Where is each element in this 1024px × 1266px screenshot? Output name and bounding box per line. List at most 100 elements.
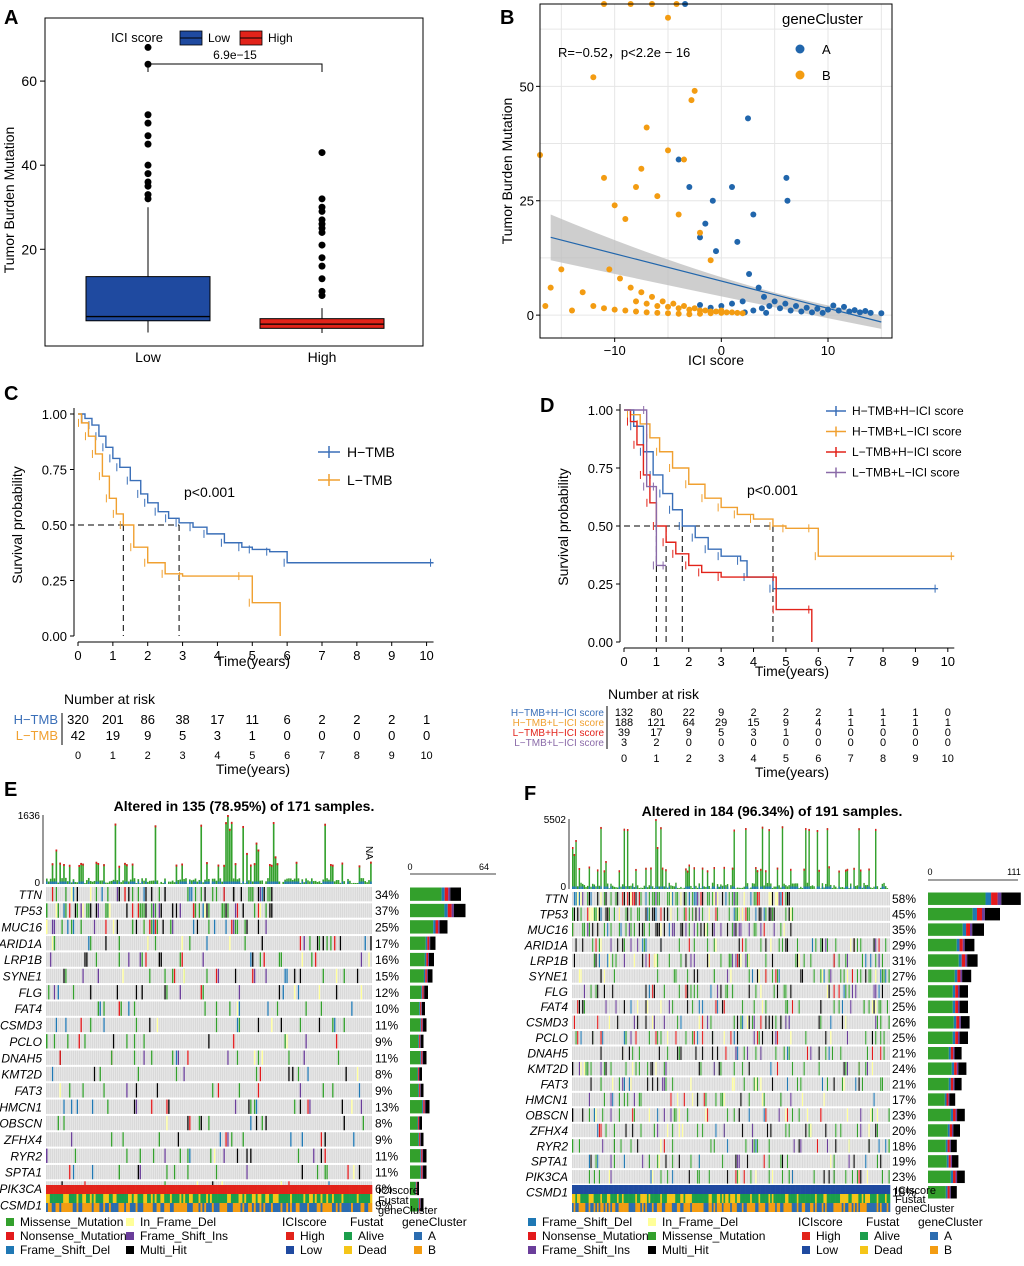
annot-gc-cell [334, 1203, 336, 1212]
legend-swatch [286, 1232, 294, 1240]
gene-pct: 9% [375, 1133, 393, 1147]
mutation-cell [685, 1031, 686, 1044]
mutation-cell [589, 1170, 590, 1183]
gene-pct: 25% [375, 920, 399, 934]
mutation-cell [619, 1093, 620, 1106]
tmb-bar [732, 868, 733, 889]
tmb-bar-segment [341, 882, 343, 885]
mutation-cell [599, 1170, 600, 1183]
panel-b-xlabel: ICI score [688, 352, 744, 368]
mutation-cell [692, 1031, 693, 1044]
mutation-cell [797, 954, 798, 967]
mutation-cell [634, 954, 635, 967]
annot-gc-cell [361, 1203, 363, 1212]
legend-label: Multi_Hit [662, 1243, 709, 1257]
mutation-cell [727, 1139, 728, 1152]
mutation-cell [65, 1018, 67, 1032]
annot-fustat-cell [326, 1194, 328, 1203]
tmb-bar-segment [218, 865, 220, 867]
gene-bar-segment [985, 908, 1000, 920]
tmb-bar-segment [132, 864, 134, 866]
tmb-bar [260, 881, 262, 884]
mutation-cell [107, 903, 109, 917]
tmb-bar [99, 881, 101, 884]
annot-fustat-cell [340, 1194, 342, 1203]
mutation-cell [768, 1016, 769, 1029]
mutation-cell [687, 969, 688, 982]
annot-gc-cell [269, 1203, 271, 1212]
mutation-cell [868, 1000, 869, 1013]
mutation-cell [714, 892, 715, 905]
annot-fustat-cell [126, 1194, 128, 1203]
gene-pct: 34% [375, 888, 399, 902]
mutation-cell [657, 1108, 658, 1121]
tmb-bar-segment [597, 869, 598, 871]
annot-gc-cell [250, 1203, 252, 1212]
mutation-cell [843, 969, 844, 982]
mutation-cell [103, 1018, 105, 1032]
legend-label: High [816, 1229, 841, 1243]
y-tick-label: 0.50 [42, 518, 67, 533]
gene-bar-segment [959, 1016, 961, 1028]
gene-bar-segment [973, 908, 977, 920]
mutation-cell [780, 892, 781, 905]
mutation-cell [860, 969, 861, 982]
annot-gc-cell [263, 1203, 265, 1212]
annot-fustat-cell [120, 1194, 122, 1203]
tmb-bar [620, 887, 621, 889]
mutation-cell [780, 923, 781, 936]
mutation-cell [732, 1077, 733, 1090]
mutation-cell [768, 1170, 769, 1183]
tmb-bar [629, 886, 630, 889]
tmb-bar [689, 865, 690, 890]
mutation-cell [785, 938, 786, 951]
mutation-cell [107, 887, 109, 901]
mutation-cell [757, 1077, 758, 1090]
annot-fustat-cell [271, 1194, 273, 1203]
panel-f-tmb-max: 5502 [544, 815, 567, 826]
annot-fustat-cell [199, 1194, 201, 1203]
tmb-bar [670, 885, 671, 889]
tmb-bar-segment [54, 882, 56, 885]
mutation-cell [783, 985, 784, 998]
annot-gc-cell [199, 1203, 201, 1212]
panel-e-matrix [46, 886, 372, 1213]
matrix-bg [46, 886, 372, 1213]
annot-gc-cell [366, 1203, 368, 1212]
mutation-cell [655, 954, 656, 967]
mutation-cell [667, 907, 668, 920]
annot-gc-cell [118, 1203, 120, 1212]
mutation-cell [652, 892, 653, 905]
annot-gc-cell [282, 1203, 284, 1212]
annot-fustat-cell [73, 1194, 75, 1203]
gene-pct: 31% [892, 954, 916, 968]
annot-gc-cell [170, 1203, 172, 1212]
mutation-cell [317, 1165, 319, 1179]
tmb-bar-segment [675, 887, 676, 890]
gene-label: FAT4 [540, 1000, 568, 1014]
mutation-cell [833, 1155, 834, 1168]
mutation-cell [71, 1100, 73, 1114]
mutation-cell [662, 1077, 663, 1090]
tmb-bar-segment [828, 866, 829, 868]
mutation-cell [765, 1108, 766, 1121]
mutation-cell [650, 1062, 651, 1075]
mutation-cell [665, 1062, 666, 1075]
mutation-cell [740, 1016, 741, 1029]
mutation-cell [753, 923, 754, 936]
mutation-cell [294, 969, 296, 983]
mutation-cell [261, 887, 263, 901]
mutation-cell [645, 907, 646, 920]
mutation-cell [75, 903, 77, 917]
gene-bar-segment [928, 1032, 953, 1044]
mutation-cell [882, 1170, 883, 1183]
risk-x-tick: 1 [653, 753, 659, 765]
annot-ici-cell [94, 1185, 96, 1194]
annot-ici-cell [315, 1185, 317, 1194]
gene-bar-segment [991, 893, 997, 905]
mutation-cell [699, 1170, 700, 1183]
mutation-cell [630, 938, 631, 951]
mutation-cell [828, 1170, 829, 1183]
tmb-bar-segment [795, 887, 796, 890]
mutation-cell [882, 954, 883, 967]
